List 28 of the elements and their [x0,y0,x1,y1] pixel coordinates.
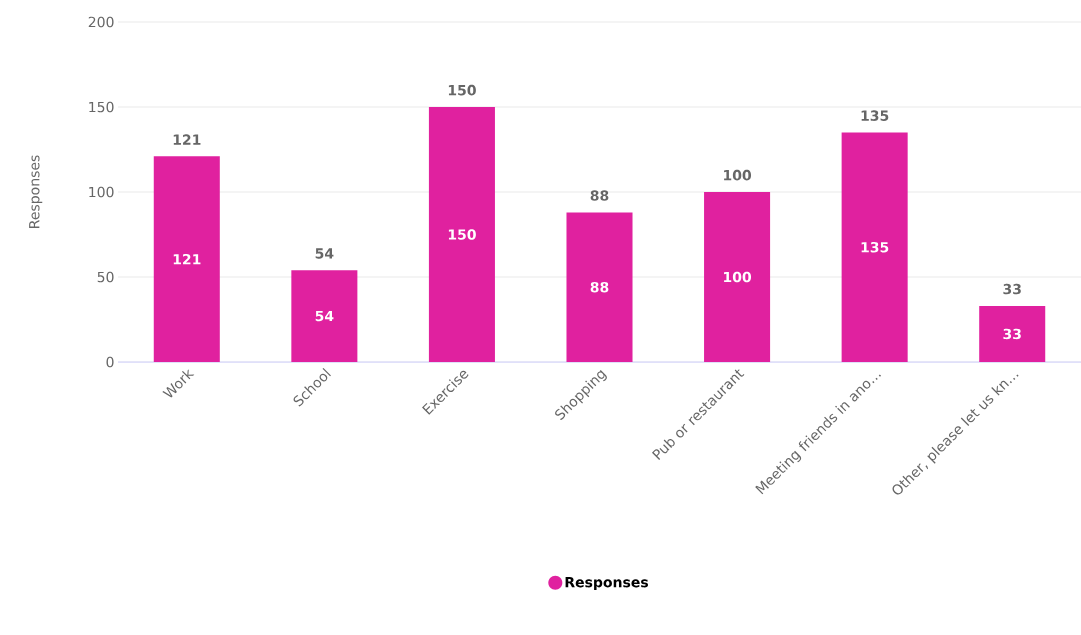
bar [291,270,358,362]
y-axis-title: Responses [29,155,43,228]
data-label: 150 [448,84,476,96]
y-tick-label: 150 [89,101,114,113]
legend-label: Responses [565,577,649,591]
y-tick-label: 100 [89,186,114,198]
annotation: 135 [861,241,889,253]
bar [566,212,633,362]
bar [841,132,908,362]
bar [979,305,1046,362]
y-tick-label: 50 [97,271,114,283]
annotation: 150 [448,229,476,240]
data-label: 100 [724,169,752,181]
bar [704,192,771,362]
annotation: 88 [590,281,609,293]
y-tick-label: 200 [88,16,114,28]
annotation: 33 [1003,283,1021,295]
data-label: 135 [861,110,889,121]
y-tick-label: 0 [106,356,114,368]
annotation: 54 [315,248,334,259]
bar [153,156,220,362]
bar [428,107,495,362]
data-label: 54 [315,310,334,322]
data-label: 33 [1003,328,1021,340]
annotation: 100 [724,271,752,283]
data-label: 121 [173,134,201,145]
data-label: 88 [590,190,609,201]
annotation: 121 [173,253,201,265]
